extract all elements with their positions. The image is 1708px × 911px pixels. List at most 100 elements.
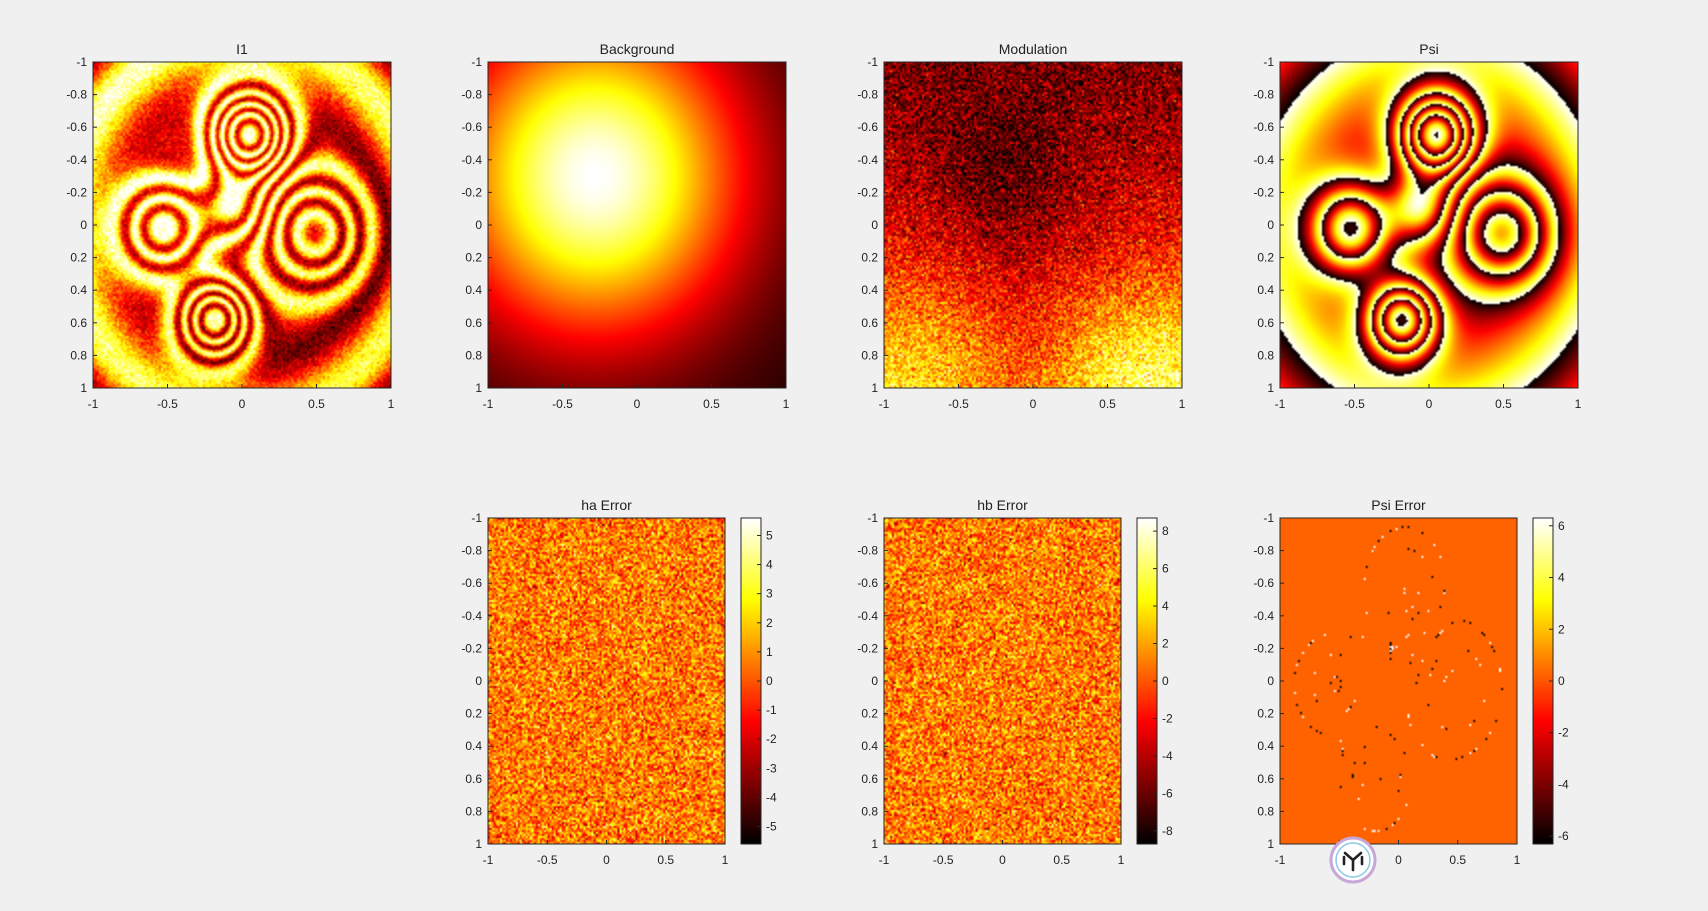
y-tick-label: -0.8	[66, 88, 87, 102]
colorbar-tick-label: -2	[1162, 711, 1173, 725]
panel-modulation: Modulation -1 -0.8 -0.6 -0.4 -0.2 0 0.2 0.4 0.6 0.…	[857, 41, 1185, 411]
y-tick-label: -0.4	[461, 609, 482, 623]
y-tick-label: -1	[867, 511, 878, 525]
y-tick-label: -0.4	[461, 153, 482, 167]
y-tick-label: 0.2	[861, 251, 878, 265]
colorbar-tick-label: 0	[766, 674, 773, 688]
x-tick-label: -1	[483, 853, 494, 867]
x-tick-label: 0	[1030, 397, 1037, 411]
heatmap-image	[488, 62, 786, 388]
y-tick-label: 0.8	[861, 804, 878, 818]
y-tick-label: 0.8	[1257, 348, 1274, 362]
y-tick-label: -0.2	[1253, 641, 1274, 655]
y-tick-label: 0	[80, 218, 87, 232]
panel-hb-error: hb Error -1 -0.8 -0.6 -0.4 -0.2 0 0.2 0.4 0.6 0.8 1…	[857, 497, 1173, 867]
y-tick-label: 1	[1267, 837, 1274, 851]
x-tick-label: -1	[879, 853, 890, 867]
y-tick-label: 0.6	[1257, 772, 1274, 786]
colorbar-tick-label: 4	[1162, 599, 1169, 613]
x-tick-label: 0	[1395, 853, 1402, 867]
y-tick-label: -0.8	[857, 88, 878, 102]
y-tick-label: -0.8	[857, 544, 878, 558]
y-tick-label: -0.6	[461, 576, 482, 590]
x-tick-label: 0	[634, 397, 641, 411]
x-tick-label: -1	[88, 397, 99, 411]
colorbar-tick-label: 6	[1558, 519, 1565, 533]
colorbar-tick-label: -5	[766, 820, 777, 834]
x-tick-label: 0.5	[1099, 397, 1116, 411]
y-tick-label: 1	[871, 381, 878, 395]
y-tick-label: 1	[871, 837, 878, 851]
y-tick-label: -0.8	[1253, 88, 1274, 102]
colorbar-tick-label: -6	[1162, 786, 1173, 800]
y-tick-label: 0.6	[861, 772, 878, 786]
y-tick-label: 0.4	[1257, 739, 1274, 753]
y-tick-label: 0.6	[465, 316, 482, 330]
app-badge-icon[interactable]	[1329, 836, 1377, 884]
x-tick-label: 0.5	[308, 397, 325, 411]
y-tick-label: 1	[475, 381, 482, 395]
y-tick-label: 0.4	[465, 283, 482, 297]
y-tick-label: -0.4	[857, 153, 878, 167]
heatmap-image	[884, 518, 1121, 844]
y-tick-label: -0.8	[461, 88, 482, 102]
y-tick-label: 0.6	[1257, 316, 1274, 330]
colorbar: 6 4 2 0 -2 -4 -6	[1532, 517, 1569, 845]
y-tick-label: 1	[475, 837, 482, 851]
y-tick-label: -0.4	[66, 153, 87, 167]
y-tick-label: 0.8	[465, 348, 482, 362]
colorbar-tick-label: 1	[766, 645, 773, 659]
y-tick-label: -1	[1263, 55, 1274, 69]
panel-title: I1	[236, 41, 248, 57]
y-tick-label: -1	[471, 55, 482, 69]
y-tick-label: 0.2	[70, 251, 87, 265]
y-tick-label: 0.4	[861, 739, 878, 753]
y-tick-label: -0.2	[461, 185, 482, 199]
colorbar-tick-label: -6	[1558, 829, 1569, 843]
heatmap-image	[93, 62, 391, 388]
colorbar-tick-label: 0	[1162, 674, 1169, 688]
colorbar-tick-label: -2	[766, 732, 777, 746]
y-tick-label: -0.6	[66, 120, 87, 134]
y-tick-label: -0.4	[1253, 153, 1274, 167]
y-tick-label: -0.2	[66, 185, 87, 199]
y-tick-label: -0.2	[857, 185, 878, 199]
y-tick-label: -0.4	[1253, 609, 1274, 623]
heatmap-image	[1280, 518, 1517, 844]
colorbar-gradient	[1137, 518, 1157, 844]
x-tick-label: 1	[783, 397, 790, 411]
colorbar-tick-label: 0	[1558, 674, 1565, 688]
colorbar-gradient	[741, 518, 761, 844]
x-tick-label: 1	[1118, 853, 1125, 867]
panel-title: Psi	[1419, 41, 1438, 57]
x-tick-label: 0	[999, 853, 1006, 867]
colorbar-gradient	[1533, 518, 1553, 844]
y-tick-label: 0.8	[1257, 804, 1274, 818]
y-tick-label: -0.8	[1253, 544, 1274, 558]
colorbar-tick-label: -8	[1162, 824, 1173, 838]
colorbar-tick-label: 2	[1558, 622, 1565, 636]
y-tick-label: 0.6	[70, 316, 87, 330]
x-tick-label: -1	[879, 397, 890, 411]
y-tick-label: 0	[871, 674, 878, 688]
colorbar-tick-label: 2	[1162, 637, 1169, 651]
y-tick-label: 0.8	[465, 804, 482, 818]
colorbar-tick-label: 5	[766, 528, 773, 542]
y-tick-label: -0.4	[857, 609, 878, 623]
colorbar-tick-label: -3	[766, 761, 777, 775]
y-tick-label: -0.8	[461, 544, 482, 558]
heatmap-image	[488, 518, 725, 844]
y-tick-label: 0	[1267, 218, 1274, 232]
y-tick-label: -0.6	[857, 120, 878, 134]
y-tick-label: 1	[1267, 381, 1274, 395]
x-tick-label: 0.5	[1053, 853, 1070, 867]
x-tick-label: 1	[1514, 853, 1521, 867]
colorbar-tick-label: 8	[1162, 524, 1169, 538]
colorbar-tick-label: -4	[1162, 749, 1173, 763]
y-tick-label: 0.2	[1257, 251, 1274, 265]
y-tick-label: 0.2	[861, 707, 878, 721]
y-tick-label: 0.6	[861, 316, 878, 330]
x-tick-label: 0.5	[1449, 853, 1466, 867]
y-tick-label: 0.2	[465, 707, 482, 721]
panel-ha-error: ha Error -1 -0.8 -0.6 -0.4 -0.2 0 0.2 0.4 0.6 0.8 1…	[461, 497, 777, 867]
